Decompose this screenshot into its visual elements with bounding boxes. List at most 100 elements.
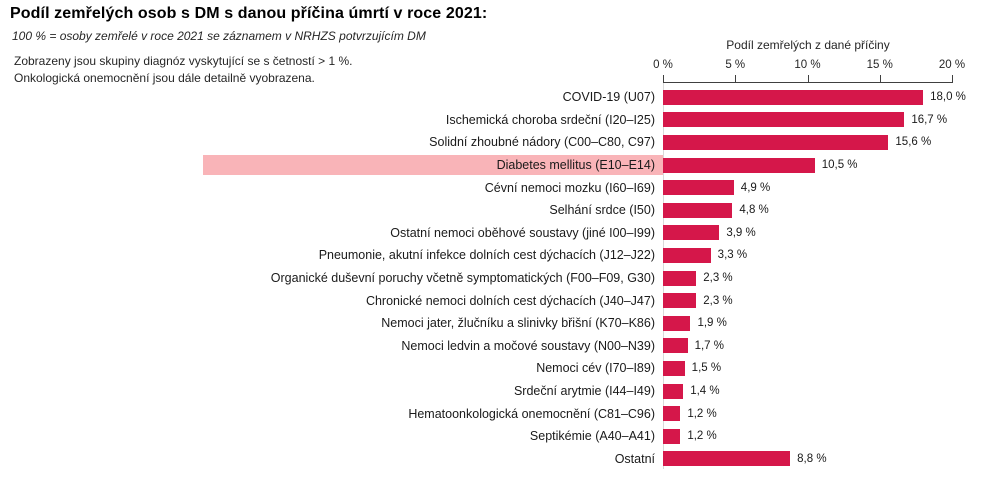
table-row: Ostatní 8,8 % <box>0 448 993 471</box>
x-axis-tick-label: 20 % <box>938 59 966 71</box>
bar-area: 1,7 % <box>663 338 993 354</box>
chart-note-line-1: Zobrazeny jsou skupiny diagnóz vyskytují… <box>14 54 353 68</box>
chart-title: Podíl zemřelých osob s DM s danou příčin… <box>10 5 488 22</box>
bar-area: 10,5 % <box>663 157 993 173</box>
value-label: 3,9 % <box>726 226 756 239</box>
bar-area: 1,5 % <box>663 360 993 376</box>
value-label: 1,2 % <box>687 407 717 420</box>
table-row: Diabetes mellitus (E10–E14) 10,5 % <box>0 154 993 177</box>
bar-area: 4,9 % <box>663 180 993 196</box>
bar-area: 2,3 % <box>663 293 993 309</box>
table-row: Selhání srdce (I50) 4,8 % <box>0 199 993 222</box>
value-label: 4,9 % <box>740 181 771 194</box>
table-row: Chronické nemoci dolních cest dýchacích … <box>0 289 993 312</box>
category-label: Srdeční arytmie (I44–I49) <box>0 381 663 401</box>
bar <box>663 247 711 263</box>
table-row: Cévní nemoci mozku (I60–I69) 4,9 % <box>0 176 993 199</box>
category-label-text: Solidní zhoubné nádory (C00–C80, C97) <box>429 135 655 150</box>
x-axis-tick-label: 0 % <box>653 59 673 71</box>
chart-subtitle: 100 % = osoby zemřelé v roce 2021 se záz… <box>12 29 426 43</box>
x-axis-tick-label: 5 % <box>725 59 746 71</box>
category-label: Diabetes mellitus (E10–E14) <box>0 155 663 176</box>
bar-area: 3,9 % <box>663 225 993 241</box>
category-label: Ostatní <box>0 449 663 469</box>
bar <box>663 428 681 444</box>
bar-area: 1,4 % <box>663 383 993 399</box>
category-label-text: Hematoonkologická onemocnění (C81–C96) <box>408 406 655 421</box>
value-label: 18,0 % <box>930 91 966 104</box>
category-label: Nemoci cév (I70–I89) <box>0 358 663 378</box>
category-label: Solidní zhoubné nádory (C00–C80, C97) <box>0 132 663 152</box>
category-label: Selhání srdce (I50) <box>0 200 663 220</box>
bar-area: 15,6 % <box>663 134 993 150</box>
bar-rows: COVID-19 (U07) 18,0 % Ischemická choroba s… <box>0 86 993 470</box>
bar <box>663 360 685 376</box>
table-row: Organické duševní poruchy včetně symptom… <box>0 267 993 290</box>
category-label-text: Nemoci ledvin a močové soustavy (N00–N39… <box>401 338 655 353</box>
category-label: Organické duševní poruchy včetně symptom… <box>0 268 663 288</box>
value-label: 15,6 % <box>895 136 932 149</box>
category-label: Pneumonie, akutní infekce dolních cest d… <box>0 245 663 265</box>
bar <box>663 157 815 173</box>
category-label-text: COVID-19 (U07) <box>562 90 655 105</box>
value-label: 4,8 % <box>739 204 769 217</box>
table-row: Solidní zhoubné nádory (C00–C80, C97) 15,… <box>0 131 993 154</box>
x-axis-title: Podíl zemřelých z dané příčiny <box>726 38 890 52</box>
bar <box>663 383 684 399</box>
category-label-text: Ischemická choroba srdeční (I20–I25) <box>445 112 655 127</box>
bar <box>663 89 924 105</box>
category-label-text: Septikémie (A40–A41) <box>529 429 655 444</box>
bar <box>663 112 905 128</box>
value-label: 8,8 % <box>797 452 827 465</box>
bar <box>663 315 691 331</box>
category-label-text: Srdeční arytmie (I44–I49) <box>513 384 655 399</box>
x-axis-tick-mark <box>663 75 664 82</box>
value-label: 1,9 % <box>697 317 727 330</box>
x-axis-line <box>663 82 953 83</box>
bar <box>663 270 697 286</box>
category-label: Hematoonkologická onemocnění (C81–C96) <box>0 404 663 424</box>
bar-area: 8,8 % <box>663 451 993 467</box>
category-label-text: Pneumonie, akutní infekce dolních cest d… <box>318 248 655 263</box>
table-row: Ostatní nemoci oběhové soustavy (jiné I0… <box>0 222 993 245</box>
category-label-text: Cévní nemoci mozku (I60–I69) <box>484 180 655 195</box>
category-label-text: Diabetes mellitus (E10–E14) <box>203 155 663 176</box>
bar <box>663 338 688 354</box>
x-axis-tick-mark <box>879 75 881 82</box>
x-axis-tick-label: 15 % <box>866 59 893 71</box>
bar <box>663 225 720 241</box>
category-label: Nemoci jater, žlučníku a slinivky břišní… <box>0 313 663 333</box>
value-label: 1,5 % <box>691 362 722 375</box>
table-row: COVID-19 (U07) 18,0 % <box>0 86 993 109</box>
table-row: Pneumonie, akutní infekce dolních cest d… <box>0 244 993 267</box>
bar-area: 3,3 % <box>663 247 993 263</box>
value-label: 1,2 % <box>687 430 717 443</box>
bar <box>663 134 889 150</box>
chart-note-line-2: Onkologická onemocnění jsou dále detailn… <box>14 71 315 85</box>
bar <box>663 180 734 196</box>
category-label: Ostatní nemoci oběhové soustavy (jiné I0… <box>0 223 663 243</box>
category-label-text: Nemoci jater, žlučníku a slinivky břišní… <box>381 316 655 331</box>
table-row: Nemoci jater, žlučníku a slinivky břišní… <box>0 312 993 335</box>
value-label: 3,3 % <box>717 249 748 262</box>
value-label: 1,7 % <box>694 339 724 352</box>
category-label: Ischemická choroba srdeční (I20–I25) <box>0 110 663 130</box>
value-label: 1,4 % <box>690 385 720 398</box>
value-label: 10,5 % <box>821 159 858 172</box>
table-row: Nemoci cév (I70–I89) 1,5 % <box>0 357 993 380</box>
category-label: COVID-19 (U07) <box>0 87 663 107</box>
bar-area: 16,7 % <box>663 112 993 128</box>
category-label-text: Ostatní nemoci oběhové soustavy (jiné I0… <box>390 225 655 240</box>
value-label: 2,3 % <box>703 294 733 307</box>
bar <box>663 202 733 218</box>
bar <box>663 451 791 467</box>
x-axis-tick-mark <box>735 75 737 82</box>
table-row: Srdeční arytmie (I44–I49) 1,4 % <box>0 380 993 403</box>
bar-area: 1,9 % <box>663 315 993 331</box>
x-axis-tick-label: 10 % <box>794 59 821 71</box>
category-label: Nemoci ledvin a močové soustavy (N00–N39… <box>0 336 663 356</box>
bar-area: 2,3 % <box>663 270 993 286</box>
value-label: 2,3 % <box>703 272 733 285</box>
category-label-text: Selhání srdce (I50) <box>549 203 655 218</box>
